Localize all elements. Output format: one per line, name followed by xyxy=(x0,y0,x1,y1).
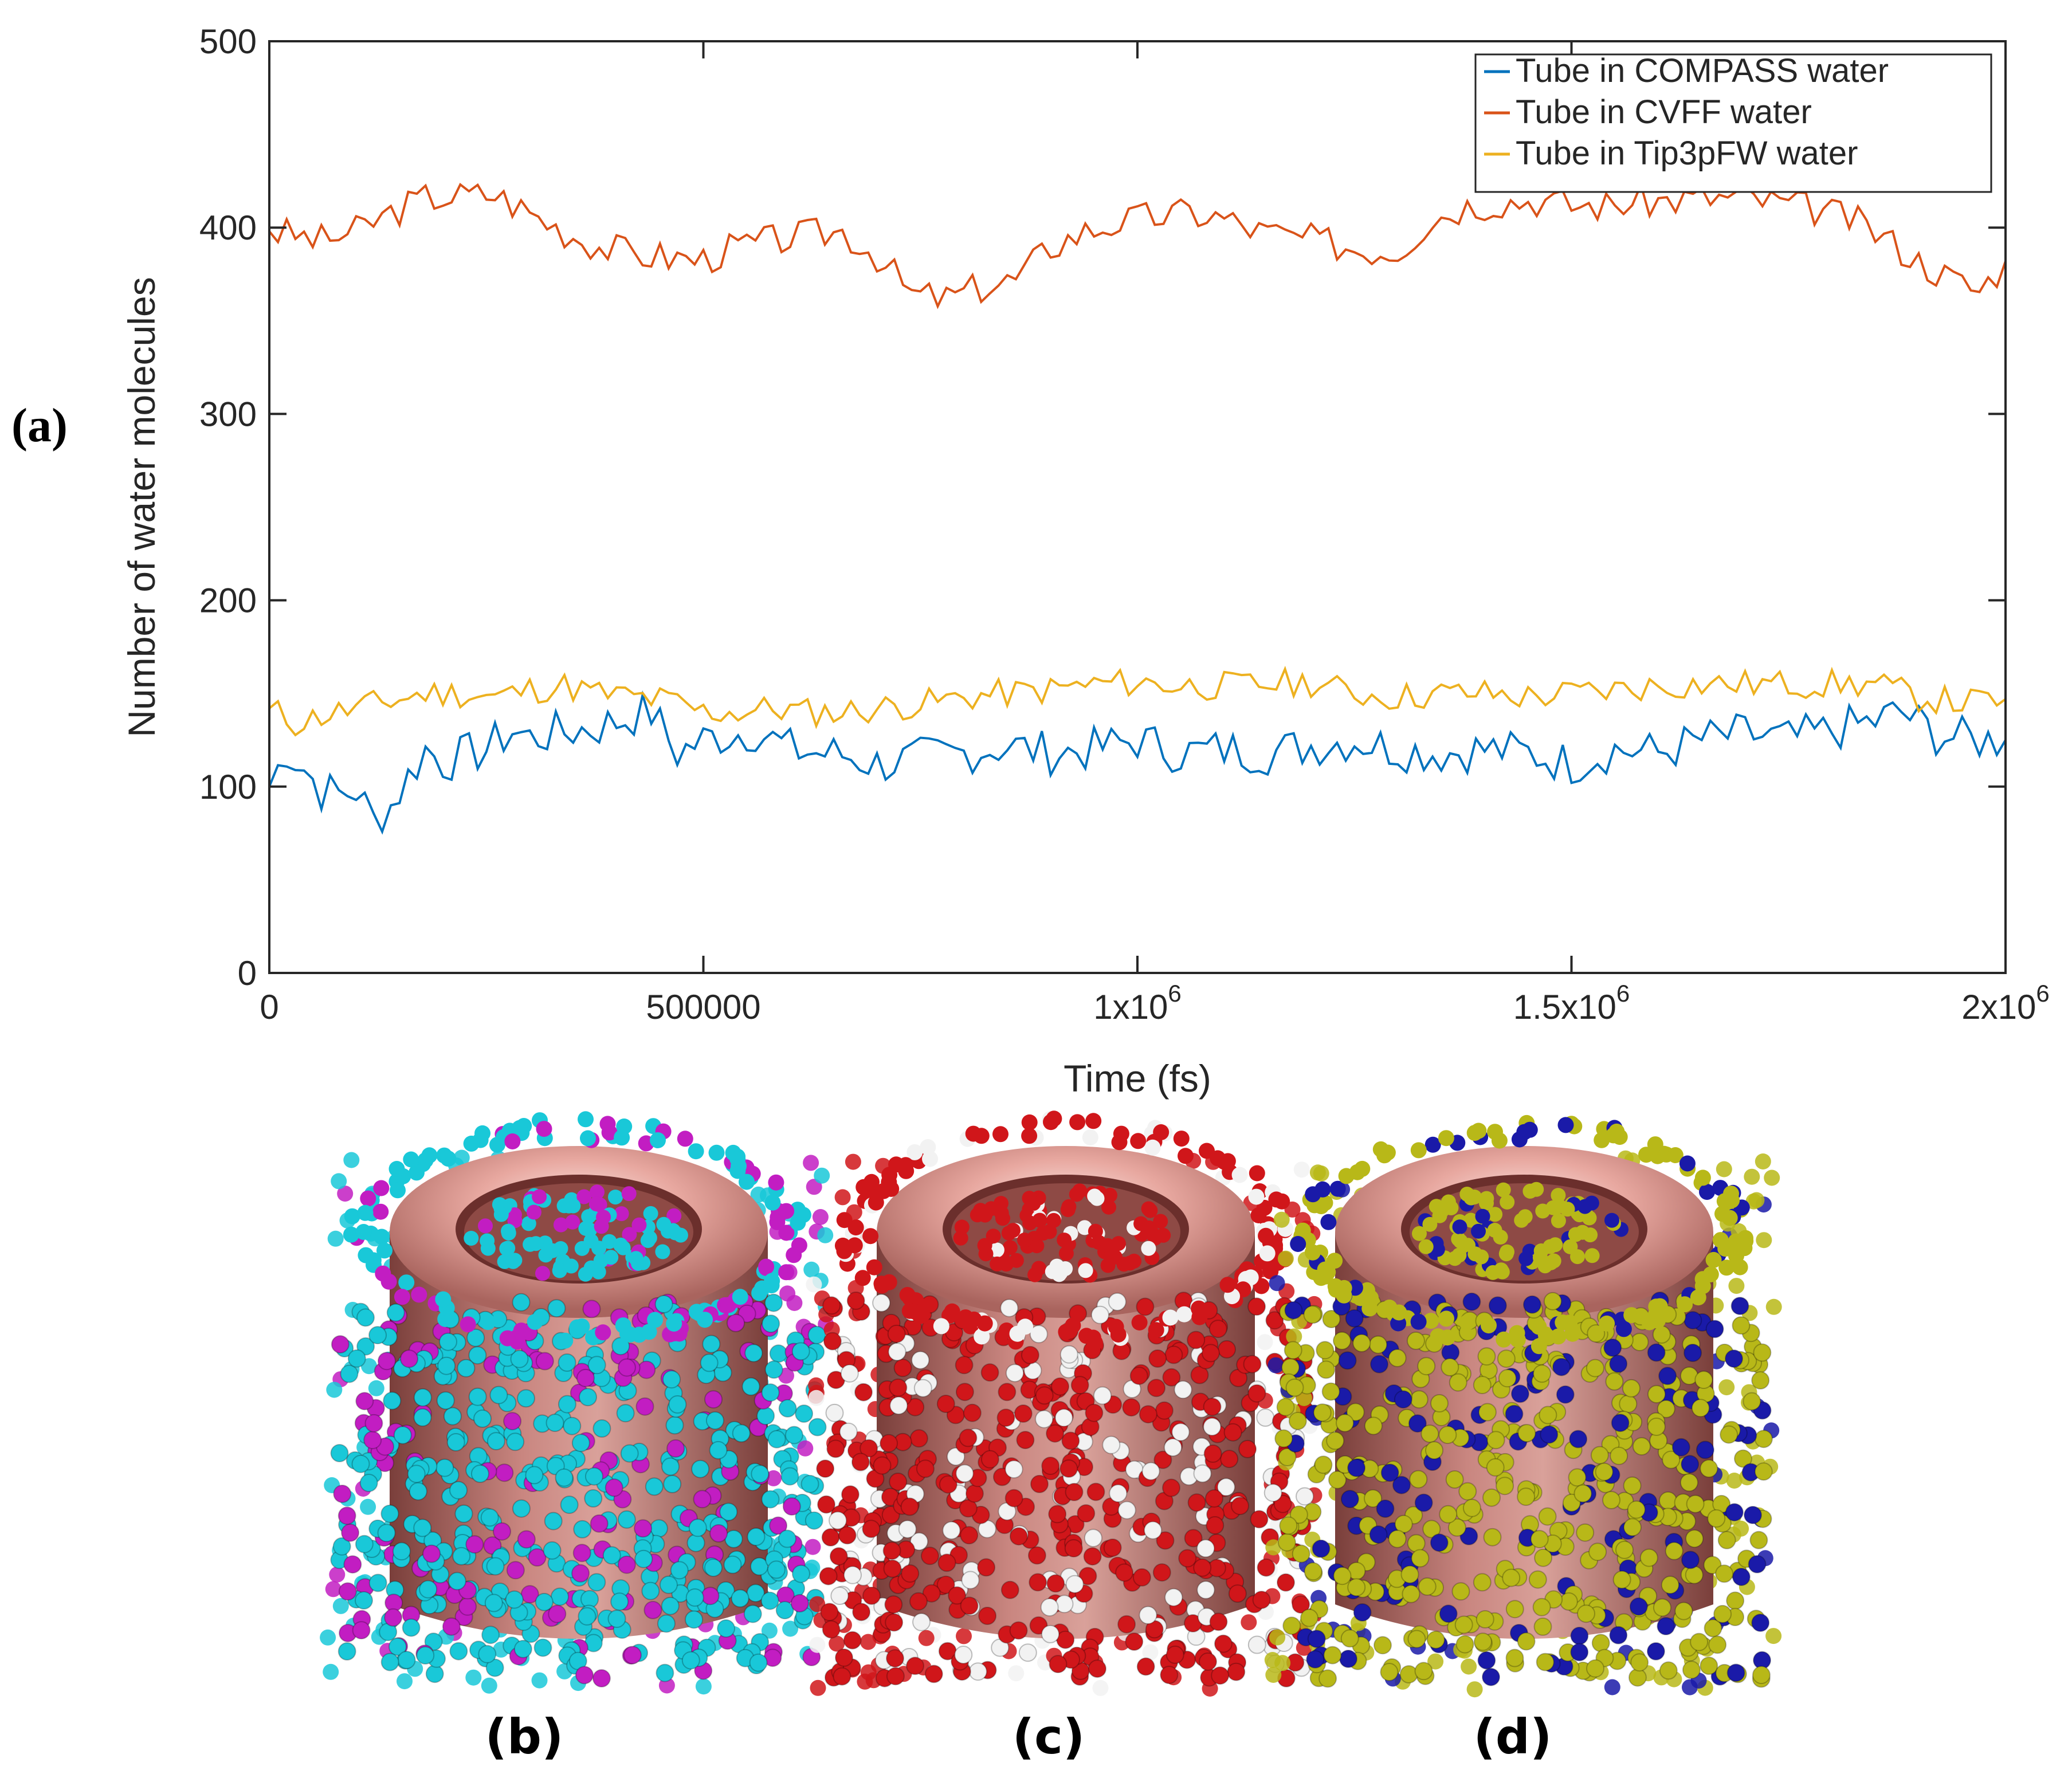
x-tick-label: 1x106 xyxy=(1093,980,1181,1026)
y-tick-label: 300 xyxy=(199,395,257,433)
panel-label-c: (c) xyxy=(1013,1709,1085,1765)
tube-render-tip3pfw xyxy=(1264,1114,1782,1698)
tube-render-compass xyxy=(320,1111,834,1695)
legend-box xyxy=(1474,53,1992,193)
x-tick-label: 0 xyxy=(260,988,278,1026)
x-axis-title: Time (fs) xyxy=(1064,1057,1211,1100)
y-tick-label: 500 xyxy=(199,22,257,61)
x-tick-base: 500000 xyxy=(646,988,760,1026)
x-tick-label: 1.5x106 xyxy=(1513,980,1630,1026)
y-tick-label: 100 xyxy=(199,768,257,806)
x-tick-label: 500000 xyxy=(646,988,760,1026)
panel-label-b: (b) xyxy=(485,1709,564,1765)
legend-label: Tube in COMPASS water xyxy=(1516,52,1889,89)
y-axis-title: Number of water molecules xyxy=(120,277,163,737)
x-axis-ticks: 0 500000 1x106 1.5x106 2x106 xyxy=(260,41,2050,1026)
x-tick-base: 1.5x10 xyxy=(1513,988,1616,1026)
panel-label-d: (d) xyxy=(1474,1709,1552,1765)
y-tick-label: 400 xyxy=(199,209,257,247)
y-axis-ticks: 0 100 200 300 400 500 xyxy=(199,22,2006,992)
legend: Tube in COMPASS water Tube in CVFF water T… xyxy=(1474,52,1992,193)
x-tick-base: 1x10 xyxy=(1093,988,1168,1026)
series-line-1 xyxy=(268,690,2007,835)
x-tick-exponent: 6 xyxy=(1168,980,1181,1007)
series-line-2 xyxy=(268,181,2007,309)
panel-label-a: (a) xyxy=(11,399,68,452)
tube-render-cvff xyxy=(806,1110,1325,1697)
series-layer xyxy=(268,181,2007,835)
x-tick-base: 2x10 xyxy=(1961,988,2036,1026)
x-tick-label: 2x106 xyxy=(1961,980,2049,1026)
x-tick-exponent: 6 xyxy=(1616,980,1630,1007)
x-tick-base: 0 xyxy=(260,988,278,1026)
legend-label: Tube in CVFF water xyxy=(1516,93,1812,131)
y-tick-label: 0 xyxy=(238,954,257,992)
x-tick-exponent: 6 xyxy=(2036,980,2049,1007)
legend-label: Tube in Tip3pFW water xyxy=(1516,135,1858,172)
y-tick-label: 200 xyxy=(199,582,257,620)
series-line-3 xyxy=(268,665,2007,737)
